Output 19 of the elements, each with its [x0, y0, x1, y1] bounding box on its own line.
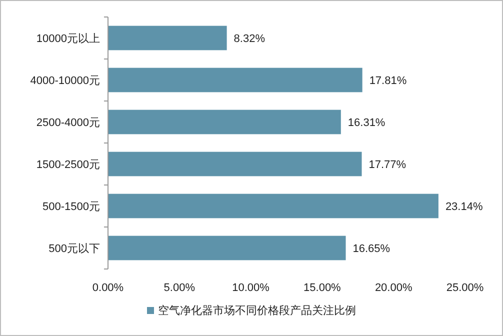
y-tick-label: 4000-10000元 [30, 75, 100, 87]
x-tick-label: 10.00% [232, 282, 270, 294]
data-label: 16.65% [352, 243, 390, 255]
y-tick-label: 500元以下 [48, 242, 100, 255]
y-tick-label: 2500-4000元 [36, 117, 100, 129]
x-tick-label: 25.00% [446, 282, 484, 294]
x-tick-label: 15.00% [304, 282, 342, 294]
y-tick-label: 10000元以上 [36, 32, 100, 45]
y-tick-label: 500-1500元 [42, 201, 100, 213]
data-label: 23.14% [445, 201, 483, 213]
data-label: 16.31% [348, 117, 386, 129]
data-label: 17.77% [368, 159, 406, 171]
x-tick-label: 0.00% [92, 282, 124, 294]
data-label: 8.32% [234, 33, 266, 45]
data-label: 17.81% [369, 75, 407, 87]
legend-label: 空气净化器市场不同价格段产品关注比例 [158, 304, 356, 317]
x-tick-label: 5.00% [164, 282, 196, 294]
y-tick-label: 1500-2500元 [36, 159, 100, 171]
x-tick-label: 20.00% [374, 282, 412, 294]
